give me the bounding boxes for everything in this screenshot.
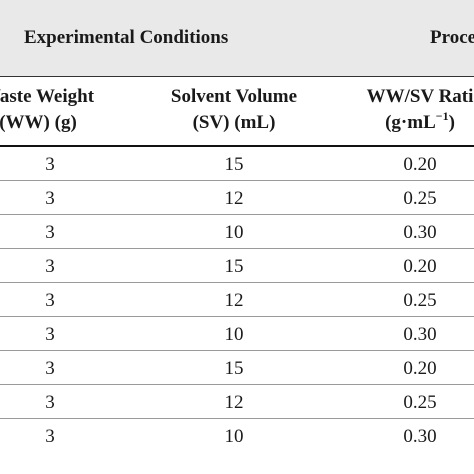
table-row: 3 15 0.20 <box>0 147 474 181</box>
cell-waste-weight: 3 <box>45 154 55 175</box>
cell-waste-weight: 3 <box>45 222 55 243</box>
cell-waste-weight: 3 <box>45 188 55 209</box>
cell-ww-sv-ratio: 0.30 <box>403 426 437 447</box>
table-row: 3 12 0.25 <box>0 385 474 419</box>
column-header-solvent-volume: Solvent Volume (SV) (mL) <box>170 86 298 133</box>
cell-waste-weight: 3 <box>45 324 55 345</box>
cell-ww-sv-ratio: 0.20 <box>403 358 437 379</box>
cell-solvent-volume: 15 <box>224 358 244 379</box>
cell-solvent-volume: 15 <box>224 154 244 175</box>
cell-ww-sv-ratio: 0.25 <box>403 188 437 209</box>
column-header-ww-sv-ratio: WW/SV Rati (g·mL−1) <box>366 86 474 133</box>
cell-ww-sv-ratio: 0.30 <box>403 222 437 243</box>
cell-waste-weight: 3 <box>45 290 55 311</box>
table-body: 3 15 0.20 3 12 0.25 3 10 0.30 3 15 0.20 … <box>0 147 474 453</box>
cell-solvent-volume: 12 <box>224 290 244 311</box>
cell-ww-sv-ratio: 0.30 <box>403 324 437 345</box>
cell-waste-weight: 3 <box>45 426 55 447</box>
cell-solvent-volume: 10 <box>224 426 244 447</box>
table-row: 3 15 0.20 <box>0 351 474 385</box>
table-row: 3 15 0.20 <box>0 249 474 283</box>
cell-solvent-volume: 10 <box>224 222 244 243</box>
cell-ww-sv-ratio: 0.20 <box>403 154 437 175</box>
table-row: 3 10 0.30 <box>0 215 474 249</box>
cell-solvent-volume: 10 <box>224 324 244 345</box>
table-row: 3 12 0.25 <box>0 283 474 317</box>
cell-ww-sv-ratio: 0.20 <box>403 256 437 277</box>
table-row: 3 12 0.25 <box>0 181 474 215</box>
column-header-waste-weight: Waste Weight (WW) (g) <box>0 86 95 133</box>
cell-solvent-volume: 15 <box>224 256 244 277</box>
group-header-experimental-conditions: Experimental Conditions <box>24 27 229 48</box>
table-row: 3 10 0.30 <box>0 317 474 351</box>
header-rule <box>0 76 474 77</box>
cell-ww-sv-ratio: 0.25 <box>403 290 437 311</box>
group-header-band: Experimental Conditions Proce <box>0 0 474 76</box>
cell-solvent-volume: 12 <box>224 392 244 413</box>
group-header-process: Proce <box>430 27 474 48</box>
table-row: 3 10 0.30 <box>0 419 474 453</box>
cell-solvent-volume: 12 <box>224 188 244 209</box>
cell-waste-weight: 3 <box>45 256 55 277</box>
column-header-rule <box>0 145 474 147</box>
cell-waste-weight: 3 <box>45 392 55 413</box>
cell-ww-sv-ratio: 0.25 <box>403 392 437 413</box>
cell-waste-weight: 3 <box>45 358 55 379</box>
